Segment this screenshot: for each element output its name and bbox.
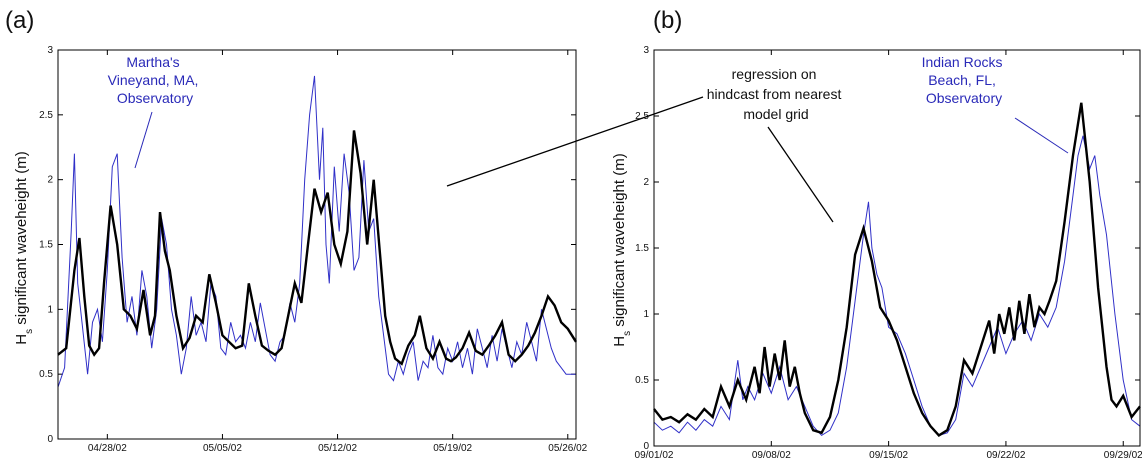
panel-b-observed-pointer [1014, 117, 1069, 154]
panel-a-ytick-label: 2 [47, 175, 53, 186]
panel-a-ylabel: Hs significant waveheight (m) [13, 151, 35, 344]
panel-b-ticks: 0 0.5 1 1.5 2 2.5 3 09/01/02 09/08/02 09/15/02 09/… [635, 45, 1142, 461]
panel-a-ylabel-main: H [13, 334, 30, 345]
panel-b: (b) Hs significant waveheight (m) 0 0.5 1 1… [611, 7, 1142, 461]
model-annotation-group: regression on hindcast from nearest mode… [446, 66, 846, 223]
panel-a-xtick-label: 05/05/02 [203, 443, 242, 454]
panel-a-obs-ann-line1: Martha's [126, 54, 179, 70]
panel-a-xtick-label: 05/12/02 [318, 443, 357, 454]
panel-b-axes [653, 49, 1141, 447]
panel-a-ticks: 0 0.5 1 1.5 2 2.5 3 04/28/02 05/05/02 05/12/02 05/… [39, 45, 588, 454]
panel-b-obs-ann-line2: Beach, FL, [928, 72, 996, 88]
panel-a-observed-line [57, 75, 576, 388]
panel-a-xtick-label: 05/19/02 [433, 443, 472, 454]
panel-b-ylabel-main: H [611, 336, 628, 347]
panel-b-ylabel-sub: s [622, 331, 633, 336]
panel-a-xtick-label: 04/28/02 [88, 443, 127, 454]
panel-b-ytick-label: 2 [643, 177, 649, 188]
panel-b-xtick-label: 09/22/02 [986, 450, 1025, 461]
panel-b-ylabel-rest: significant waveheight (m) [611, 153, 628, 331]
panel-b-obs-ann-line1: Indian Rocks [922, 54, 1003, 70]
panel-b-model-line [653, 102, 1141, 437]
panel-b-obs-ann-line3: Observatory [926, 90, 1002, 106]
panel-a-model-line [57, 130, 578, 366]
panel-a-obs-ann-line2: Vineyand, MA, [108, 72, 199, 88]
panel-b-xtick-label: 09/15/02 [869, 450, 908, 461]
panel-a: (a) Hs significant waveheight (m) 0 0.5 1 1… [5, 7, 588, 454]
panel-b-observed-annotation: Indian Rocks Beach, FL, Observatory [922, 54, 1007, 106]
model-ann-line3: model grid [743, 106, 808, 122]
panel-a-ytick-label: 2.5 [39, 110, 53, 121]
panel-b-xtick-label: 09/08/02 [752, 450, 791, 461]
panel-b-xtick-label: 09/01/02 [635, 450, 674, 461]
panel-b-ytick-label: 0.5 [635, 375, 649, 386]
panel-b-ytick-label: 0 [643, 441, 649, 452]
panel-b-ylabel: Hs significant waveheight (m) [611, 153, 633, 346]
model-pointer-b [767, 126, 834, 223]
panel-a-ylabel-sub: s [24, 329, 35, 334]
panel-b-ytick-label: 1 [643, 309, 649, 320]
panel-a-label: (a) [5, 7, 34, 34]
panel-b-xtick-label: 09/29/02 [1104, 450, 1142, 461]
panel-a-axes [57, 49, 577, 440]
panel-a-ytick-label: 3 [47, 45, 53, 56]
panel-a-observed-annotation: Martha's Vineyand, MA, Observatory [108, 54, 203, 106]
panel-a-ytick-label: 0.5 [39, 369, 53, 380]
panel-a-obs-ann-line3: Observatory [117, 90, 193, 106]
model-ann-line2: hindcast from nearest [707, 86, 842, 102]
panel-a-observed-pointer [134, 111, 153, 169]
panel-b-observed-line [653, 135, 1141, 437]
panel-a-xtick-label: 05/26/02 [548, 443, 587, 454]
model-ann-line1: regression on [732, 66, 817, 82]
panel-b-ytick-label: 3 [643, 45, 649, 56]
panel-a-ytick-label: 1.5 [39, 240, 53, 251]
panel-b-ytick-label: 1.5 [635, 243, 649, 254]
panel-a-ytick-label: 1 [47, 304, 53, 315]
panel-b-ytick-label: 2.5 [635, 111, 649, 122]
model-annotation: regression on hindcast from nearest mode… [707, 66, 846, 122]
panel-a-ylabel-rest: significant waveheight (m) [13, 151, 30, 329]
model-pointer-a [446, 96, 704, 187]
panel-a-ytick-label: 0 [47, 434, 53, 445]
panel-b-label: (b) [653, 7, 682, 34]
